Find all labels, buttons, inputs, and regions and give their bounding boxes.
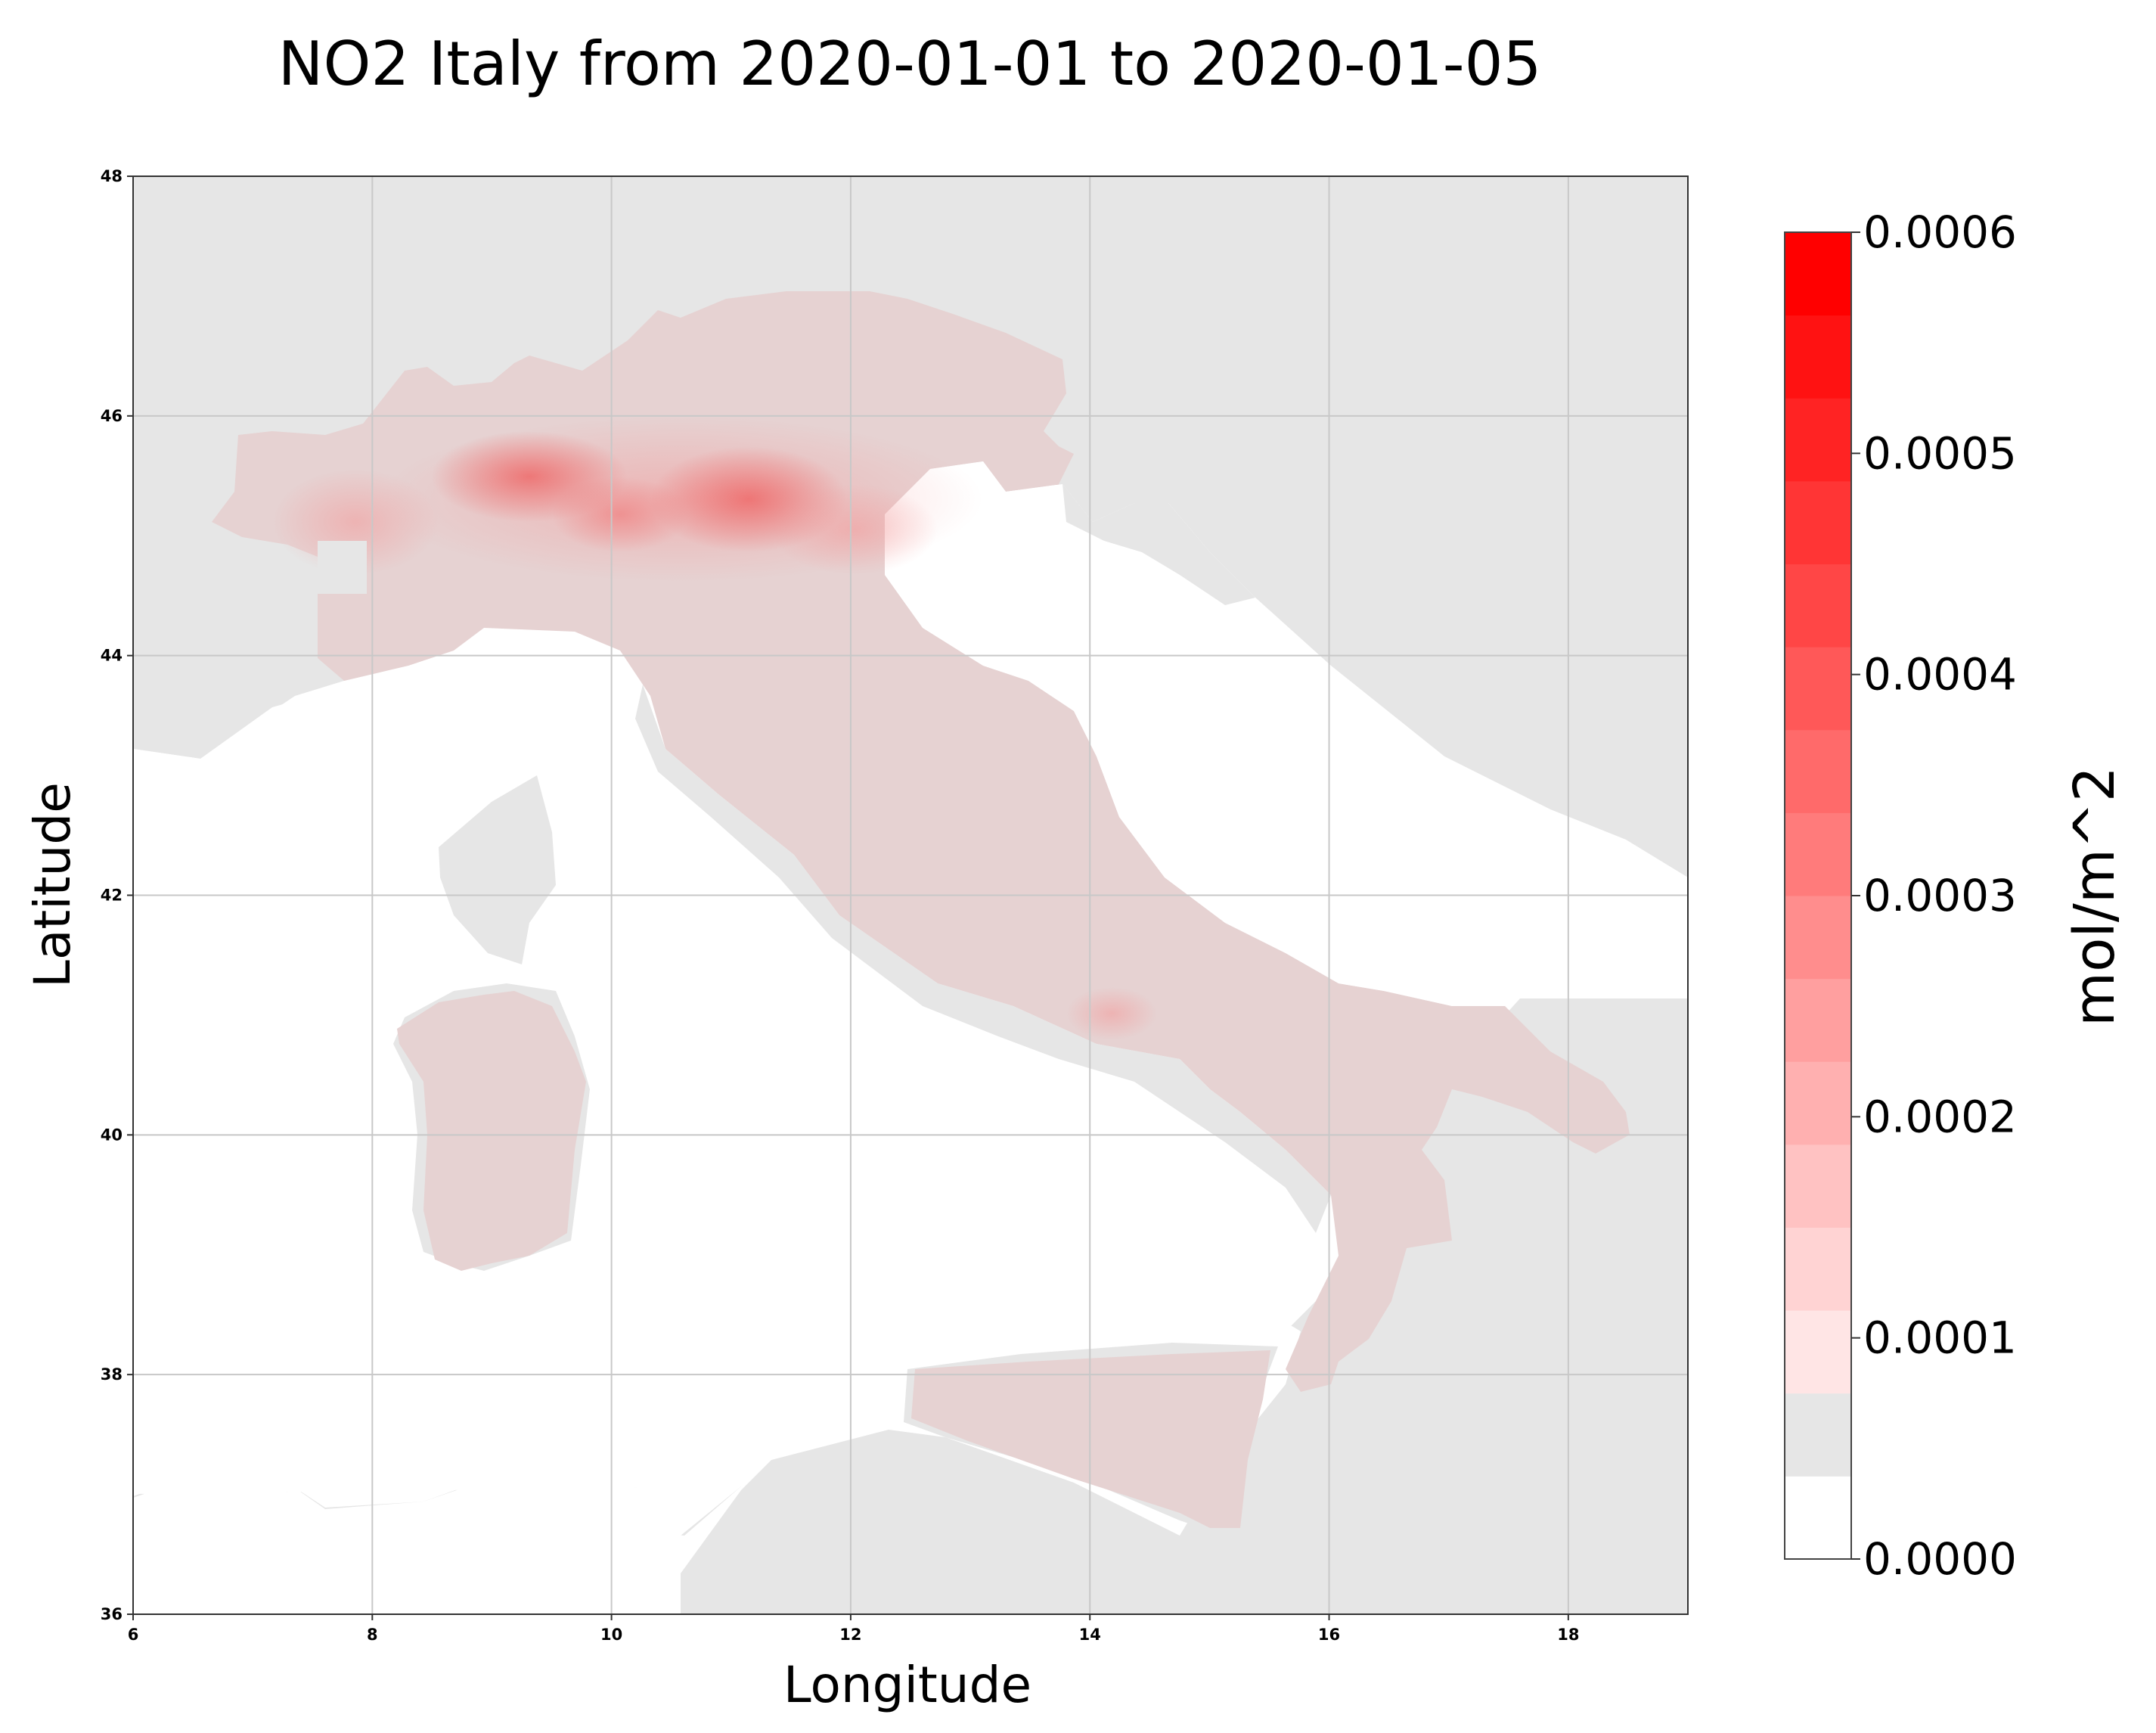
x-tick-label-0: 6: [128, 1626, 139, 1644]
y-axis-ticks: 36 38 40 42 44 46 48: [101, 167, 133, 1623]
y-tick-label-2: 40: [101, 1126, 123, 1144]
no2-hotspots: [272, 416, 1157, 1040]
sicily: [911, 1350, 1270, 1528]
x-tick-label-4: 14: [1079, 1626, 1101, 1644]
y-tick-label-3: 42: [101, 887, 123, 905]
colorbar-segment-6: [1785, 978, 1851, 1062]
colorbar-ticks: 0.0000 0.0001 0.0002 0.0003 0.0004 0.0005 0.00…: [1851, 207, 2017, 1585]
colorbar-label: mol/m^2: [2062, 766, 2127, 1026]
x-axis-ticks: 6 8 10 12 14 16 18: [128, 1614, 1579, 1644]
colorbar-tick-label-0: 0.0000: [1863, 1533, 2017, 1585]
colorbar-segment-15: [1785, 232, 1851, 316]
y-tick-label-0: 36: [101, 1605, 123, 1623]
colorbar-segment-7: [1785, 896, 1851, 980]
map-area: [133, 176, 1688, 1614]
colorbar-tick-label-6: 0.0006: [1863, 207, 2017, 258]
y-axis-label: Latitude: [23, 782, 82, 988]
chart-title: NO2 Italy from 2020-01-01 to 2020-01-05: [278, 29, 1542, 99]
colorbar-segment-3: [1785, 1227, 1851, 1311]
colorbar-segment-13: [1785, 398, 1851, 482]
y-tick-label-6: 48: [101, 167, 123, 185]
colorbar-segment-11: [1785, 564, 1851, 648]
x-tick-label-2: 10: [600, 1626, 622, 1644]
y-tick-label-1: 38: [101, 1365, 123, 1384]
sardinia: [397, 991, 586, 1271]
y-tick-label-4: 44: [101, 647, 123, 665]
colorbar-segment-5: [1785, 1061, 1851, 1145]
colorbar-tick-label-1: 0.0001: [1863, 1312, 2017, 1364]
y-tick-label-5: 46: [101, 407, 123, 425]
x-tick-label-1: 8: [367, 1626, 378, 1644]
hotspot-bergamo: [552, 477, 688, 552]
colorbar-tick-label-2: 0.0002: [1863, 1091, 2017, 1142]
corsica: [439, 775, 556, 964]
colorbar-tick-label-5: 0.0005: [1863, 427, 2017, 479]
grid-lines: [133, 176, 1688, 1614]
colorbar-segment-9: [1785, 729, 1851, 813]
tyrrhenian-shelf: [635, 685, 1331, 1233]
colorbar-tick-label-3: 0.0003: [1863, 870, 2017, 921]
colorbar-segment-12: [1785, 480, 1851, 564]
x-tick-label-5: 16: [1318, 1626, 1340, 1644]
x-tick-label-6: 18: [1557, 1626, 1579, 1644]
adriatic-east-shelf: [1059, 424, 1180, 522]
colorbar-segment-10: [1785, 647, 1851, 731]
colorbar-segment-0: [1785, 1476, 1851, 1560]
colorbar-segment-1: [1785, 1393, 1851, 1477]
colorbar-segment-2: [1785, 1310, 1851, 1394]
lake-patch: [318, 541, 367, 594]
colorbar-tick-label-4: 0.0004: [1863, 649, 2017, 700]
colorbar-segment-8: [1785, 812, 1851, 896]
x-tick-label-3: 12: [839, 1626, 861, 1644]
colorbar-segment-4: [1785, 1144, 1851, 1228]
colorbar-segment-14: [1785, 315, 1851, 399]
hotspot-venice: [771, 484, 938, 575]
adriatic-sea: [885, 461, 1688, 1006]
adriatic-coast-grey: [1062, 484, 1255, 605]
colorbar: [1785, 232, 1851, 1560]
hotspot-naples: [1066, 987, 1157, 1040]
x-axis-label: Longitude: [783, 1656, 1031, 1714]
hotspot-turin: [272, 469, 439, 575]
